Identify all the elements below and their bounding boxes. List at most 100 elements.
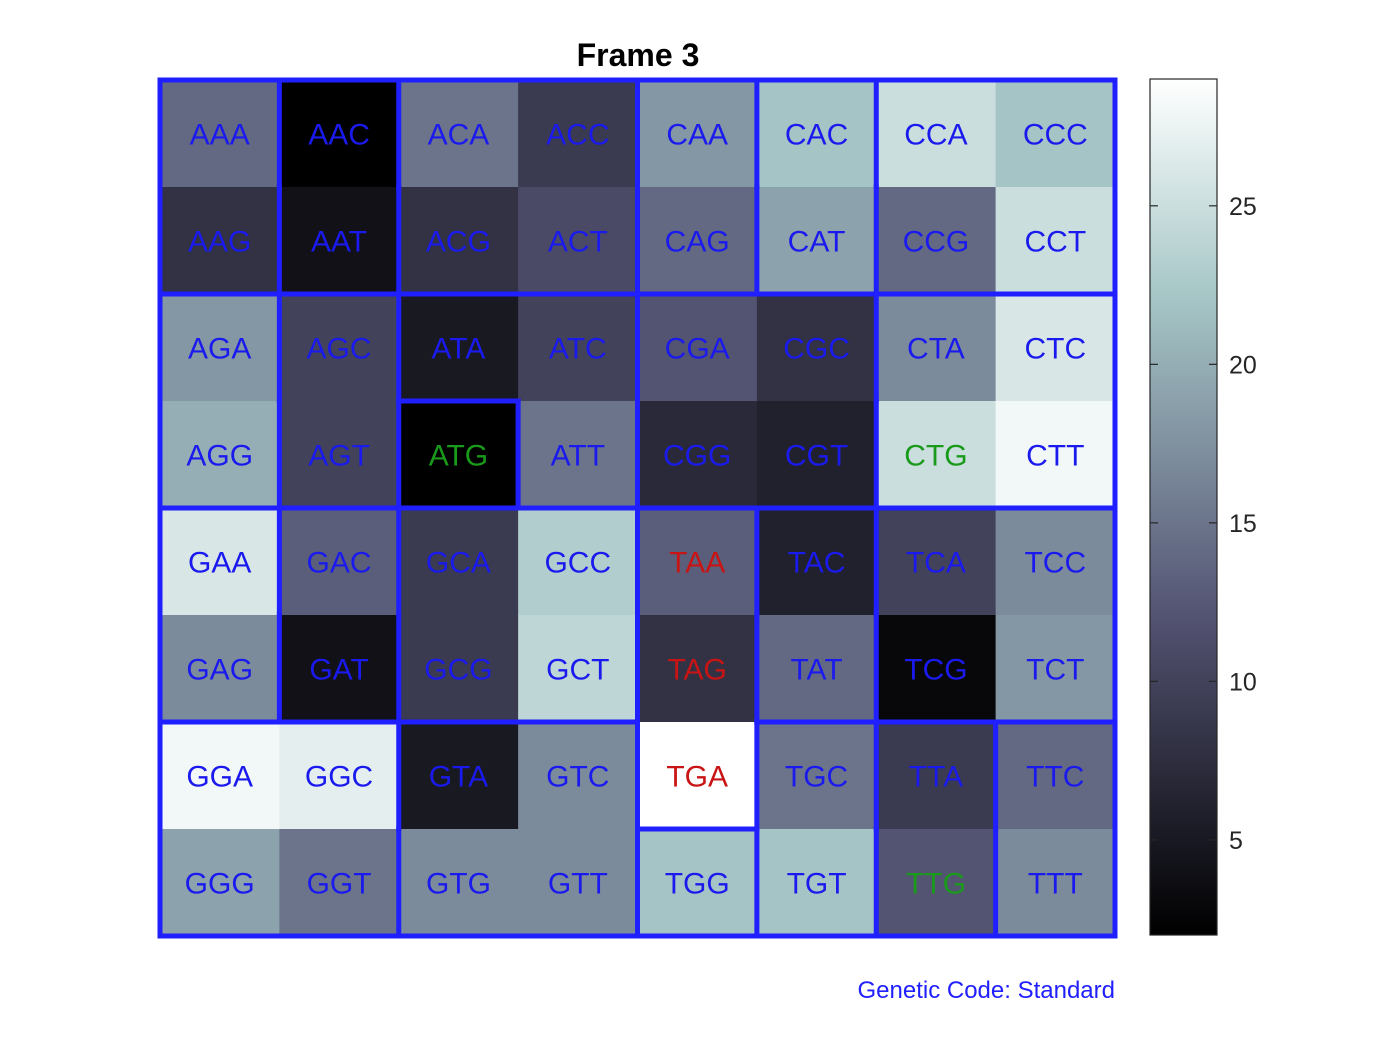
heatmap-cell [995,829,1116,937]
heatmap-cell [518,722,639,830]
colorbar: 5 10 15 20 25 [1149,78,1257,936]
heatmap-cell [160,722,280,830]
heatmap-cell [279,508,400,616]
codon-label: GAA [188,547,251,580]
codon-label: GAG [186,654,253,687]
codon-label: CGA [665,333,730,366]
heatmap-cell [995,187,1116,295]
codon-label: TTT [1028,868,1083,901]
codon-label: ATA [431,333,485,366]
amino-acid-group-borders [157,77,1118,939]
chart-title: Frame 3 [577,37,700,73]
heatmap-cell [995,615,1116,723]
codon-label: AGG [186,440,253,473]
heatmap-cell [160,508,280,616]
heatmap-cell [756,829,877,937]
heatmap-cell [518,187,639,295]
heatmap-cell [518,508,639,616]
codon-label: CAA [666,119,728,152]
heatmap-cell [995,80,1116,188]
codon-label: GCG [424,654,492,687]
codon-label: GTA [429,761,488,794]
heatmap-cell [398,722,519,830]
codon-label: GGA [186,761,253,794]
codon-label: CTG [904,440,967,473]
heatmap-cell [279,401,400,509]
codon-label: ATT [551,440,605,473]
heatmap-cell [995,294,1116,402]
codon-label: CCC [1023,119,1088,152]
heatmap-cell [160,401,280,509]
heatmap-cell [279,187,400,295]
heatmap-cell [756,187,877,295]
codon-label: GAC [307,547,372,580]
codon-label: TGT [787,868,847,901]
codon-label: TTA [909,761,963,794]
heatmap-cell [637,187,758,295]
heatmap-cell [160,294,280,402]
codon-label: AAC [308,119,370,152]
codon-label: CCG [903,226,970,259]
heatmap-cell [637,508,758,616]
colorbar-tick-label: 5 [1229,827,1243,855]
heatmap-cell [160,829,280,937]
heatmap-cell [398,615,519,723]
codon-label: TGA [666,761,728,794]
colorbar-tick-label: 20 [1229,351,1257,379]
heatmap-cell [876,615,997,723]
heatmap-cell [756,401,877,509]
heatmap-cell [876,80,997,188]
codon-label: AGT [308,440,370,473]
codon-label: TCT [1026,654,1084,687]
codon-label: GTG [426,868,491,901]
codon-label: CGT [785,440,848,473]
heatmap-cell [756,722,877,830]
codon-label: GTC [546,761,609,794]
codon-label: CGC [783,333,850,366]
heatmap-cell [756,615,877,723]
heatmap-cell [160,80,280,188]
codon-label: TTC [1026,761,1084,794]
codon-label: CTT [1026,440,1084,473]
heatmap-cell [160,615,280,723]
codon-label: ACA [428,119,490,152]
heatmap-cell [398,508,519,616]
heatmap-cell [518,829,639,937]
heatmap-cell [756,294,877,402]
codon-label: GCA [426,547,491,580]
heatmap-cell [518,401,639,509]
codon-label: CAC [785,119,848,152]
heatmap-cell [637,294,758,402]
codon-label: CGG [663,440,731,473]
codon-label: TAT [790,654,842,687]
codon-label: ACG [426,226,491,259]
codon-labels: AAA AAC ACA ACC CAA CAC CCA CCC AAG AAT ACG ACT CAG C… [185,119,1088,901]
codon-label: ATC [549,333,607,366]
codon-label: GTT [548,868,608,901]
codon-label: AAA [190,119,250,152]
codon-label: GCC [544,547,611,580]
codon-label: ATG [429,440,488,473]
codon-label: CAT [788,226,846,259]
colorbar-tick-label: 10 [1229,668,1257,696]
heatmap-cell [995,722,1116,830]
heatmap-cell [160,187,280,295]
heatmap-cell [398,401,519,509]
codon-label: TAG [667,654,726,687]
codon-label: GGT [307,868,372,901]
heatmap-cell [637,829,758,937]
heatmap-cell [637,615,758,723]
codon-label: TCA [906,547,966,580]
codon-label: AGC [307,333,372,366]
heatmap-cell [637,722,758,830]
genetic-code-label: Genetic Code: Standard [858,977,1116,1004]
codon-label: AAG [188,226,251,259]
codon-label: GAT [309,654,368,687]
heatmap-cell [518,294,639,402]
codon-label: TAA [669,547,725,580]
codon-label: TAC [788,547,846,580]
heatmap-cell [518,80,639,188]
codon-label: TCG [904,654,967,687]
heatmap-cell [279,829,400,937]
